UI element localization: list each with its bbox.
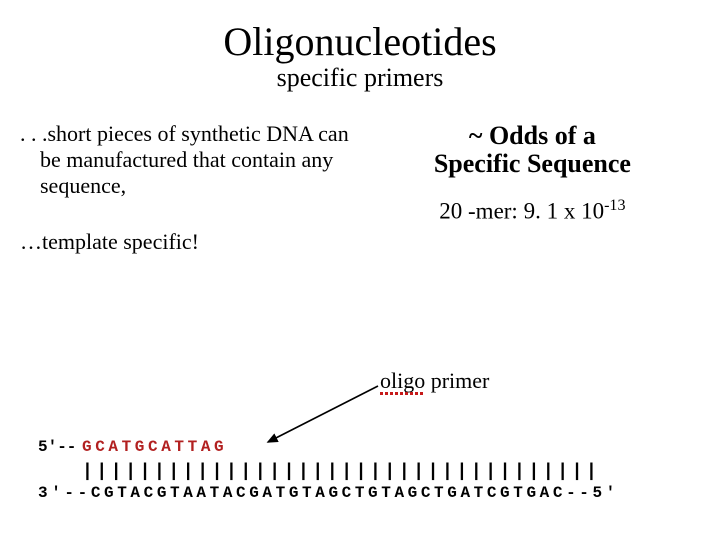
page-title: Oligonucleotides bbox=[0, 18, 720, 65]
template-5prime: --5' bbox=[566, 484, 619, 502]
odds-heading-line1: ~ Odds of a bbox=[373, 121, 692, 151]
primer-word: primer bbox=[425, 368, 489, 393]
odds-stat-base: 20 -mer: 9. 1 x 10 bbox=[439, 199, 604, 224]
template-specific-line: …template specific! bbox=[20, 229, 373, 255]
primer-sequence: GCATGCATTAG bbox=[82, 438, 227, 456]
two-column-region: . . .short pieces of synthetic DNA can b… bbox=[0, 121, 720, 255]
oligo-word: oligo bbox=[380, 368, 425, 394]
odds-stat-exponent: -13 bbox=[604, 197, 625, 214]
arrow-icon bbox=[260, 380, 390, 450]
base-pair-bonds: |||||||||||||||||||||||||||||||||||| bbox=[82, 462, 600, 482]
description-paragraph: . . .short pieces of synthetic DNA can b… bbox=[20, 121, 373, 199]
five-prime-left: 5'-- bbox=[38, 438, 76, 456]
odds-heading-line2: Specific Sequence bbox=[373, 149, 692, 179]
template-strand: 3'--CGTACGTAATACGATGTAGCTGTAGCTGATCGTGAC… bbox=[38, 484, 619, 502]
left-column: . . .short pieces of synthetic DNA can b… bbox=[20, 121, 373, 255]
odds-stat: 20 -mer: 9. 1 x 10-13 bbox=[373, 197, 692, 225]
template-3prime: 3'-- bbox=[38, 484, 91, 502]
page-subtitle: specific primers bbox=[0, 63, 720, 93]
right-column: ~ Odds of a Specific Sequence 20 -mer: 9… bbox=[373, 121, 692, 255]
oligo-primer-label: oligo primer bbox=[380, 368, 489, 394]
template-sequence: CGTACGTAATACGATGTAGCTGTAGCTGATCGTGAC bbox=[91, 484, 566, 502]
